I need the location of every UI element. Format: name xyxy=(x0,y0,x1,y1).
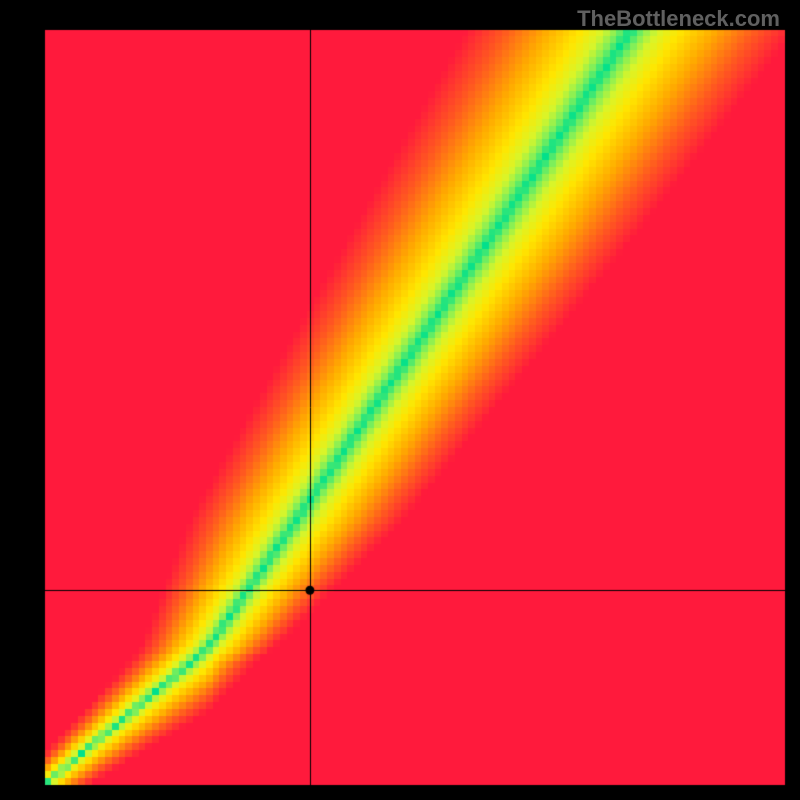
watermark-text: TheBottleneck.com xyxy=(577,6,780,32)
figure-container: TheBottleneck.com xyxy=(0,0,800,800)
bottleneck-heatmap-canvas xyxy=(0,0,800,800)
